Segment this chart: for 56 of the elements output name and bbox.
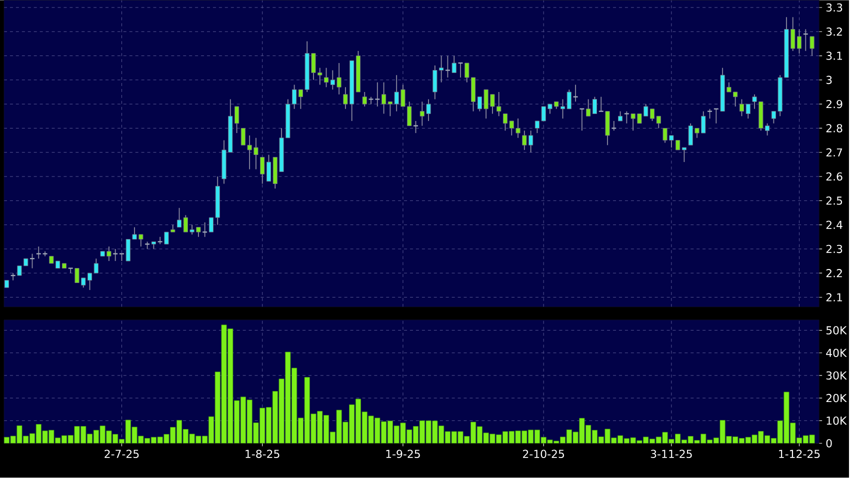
y-tick-label: 3.1 bbox=[826, 52, 842, 60]
y-tick-label: 2.5 bbox=[826, 196, 842, 205]
candlestick bbox=[810, 36, 814, 56]
y-tick-label: 0 bbox=[826, 439, 832, 448]
candlestick bbox=[324, 68, 329, 88]
candlestick bbox=[682, 147, 687, 163]
candlestick bbox=[112, 248, 118, 262]
x-tick-label: 2-7-25 bbox=[104, 450, 139, 458]
y-tick-label: 2.1 bbox=[826, 293, 842, 302]
y-tick-label: 2.8 bbox=[826, 124, 842, 132]
candlestick bbox=[412, 120, 419, 134]
y-tick-label: 2.4 bbox=[826, 220, 842, 230]
y-tick-label: 10K bbox=[826, 416, 847, 425]
candlestick bbox=[796, 28, 802, 54]
y-tick-label: 2.2 bbox=[826, 269, 842, 278]
candlestick bbox=[266, 154, 272, 182]
x-tick-label: 1-9-25 bbox=[386, 450, 420, 458]
candlestick bbox=[598, 96, 604, 112]
x-tick-label: 1-12-25 bbox=[779, 450, 820, 458]
x-tick-label: 2-10-25 bbox=[523, 450, 564, 458]
candlestick bbox=[560, 98, 566, 120]
candlestick bbox=[36, 246, 42, 260]
y-tick-label: 20K bbox=[826, 394, 847, 402]
y-tick-label: 50K bbox=[826, 326, 847, 335]
y-tick-label: 3.2 bbox=[826, 28, 842, 36]
candlestick bbox=[176, 208, 182, 228]
candlestick bbox=[572, 84, 578, 102]
candlestick bbox=[362, 92, 367, 108]
candlestick bbox=[452, 55, 456, 74]
candlestick bbox=[706, 108, 713, 120]
y-tick-label: 2.7 bbox=[826, 148, 842, 157]
y-tick-label: 2.6 bbox=[826, 172, 842, 181]
candlestick bbox=[611, 120, 617, 132]
candlestick bbox=[566, 89, 572, 110]
candlestick bbox=[94, 258, 98, 274]
y-tick-label: 3 bbox=[826, 76, 832, 84]
candlestick bbox=[618, 111, 623, 122]
candlestick bbox=[746, 104, 750, 120]
candlestick bbox=[624, 111, 630, 124]
y-tick-label: 3.3 bbox=[826, 4, 842, 12]
x-tick-label: 3-11-25 bbox=[650, 450, 692, 458]
candlestick bbox=[382, 82, 386, 114]
candlestick bbox=[444, 55, 451, 78]
x-tick-label: 1-8-25 bbox=[246, 450, 280, 458]
y-tick-label: 40K bbox=[826, 348, 847, 358]
y-tick-label: 2.3 bbox=[826, 244, 842, 254]
y-tick-label: 30K bbox=[826, 371, 847, 380]
y-tick-label: 2.9 bbox=[826, 100, 842, 108]
candlestick bbox=[586, 98, 591, 117]
candlestick bbox=[656, 116, 661, 129]
candlestick bbox=[650, 108, 655, 122]
candlestick bbox=[260, 156, 265, 184]
candlestick bbox=[68, 268, 74, 274]
candlestick bbox=[592, 96, 598, 114]
candlestick bbox=[739, 98, 744, 117]
candlestick bbox=[502, 113, 508, 132]
